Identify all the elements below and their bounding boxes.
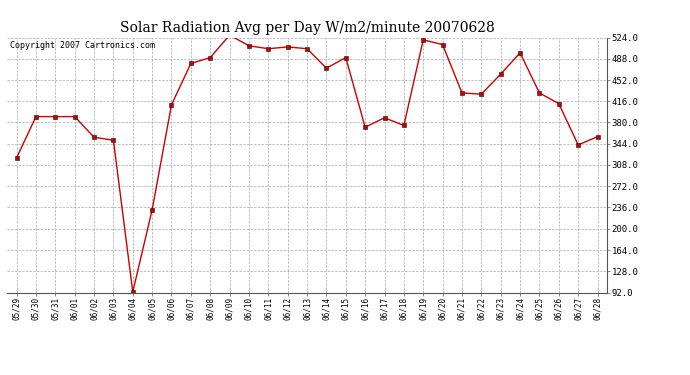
Text: Copyright 2007 Cartronics.com: Copyright 2007 Cartronics.com — [10, 41, 155, 50]
Title: Solar Radiation Avg per Day W/m2/minute 20070628: Solar Radiation Avg per Day W/m2/minute … — [119, 21, 495, 35]
